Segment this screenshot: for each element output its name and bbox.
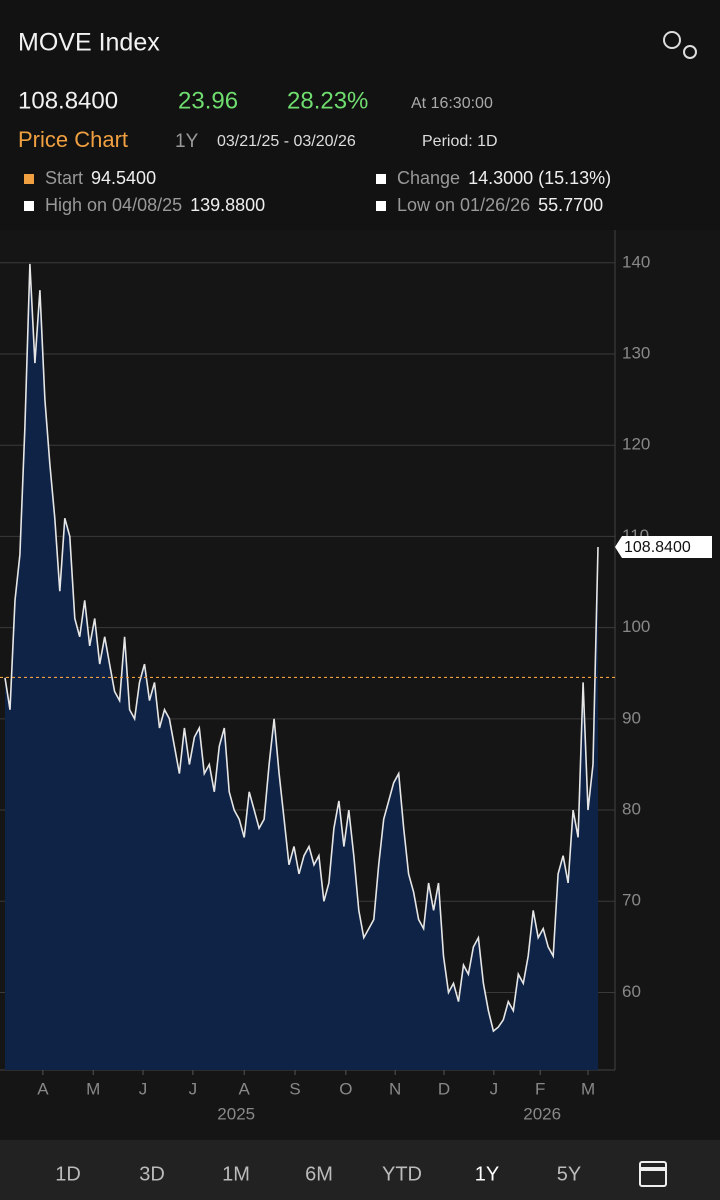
x-tick-label: F bbox=[535, 1079, 545, 1098]
stat-value: 94.5400 bbox=[91, 168, 156, 188]
y-tick-label: 80 bbox=[622, 800, 641, 819]
stat-value: 14.3000 (15.13%) bbox=[468, 168, 611, 188]
stat-label: Start bbox=[45, 168, 83, 188]
stat-marker bbox=[376, 174, 386, 184]
stat-value: 55.7700 bbox=[538, 195, 603, 215]
tab[interactable]: YTD bbox=[382, 1163, 422, 1185]
stat-marker bbox=[24, 201, 34, 211]
change-pct: 28.23% bbox=[287, 87, 368, 114]
y-tick-label: 90 bbox=[622, 708, 641, 727]
x-tick-label: O bbox=[339, 1079, 352, 1098]
x-tick-label: D bbox=[438, 1079, 450, 1098]
tab[interactable]: 1Y bbox=[475, 1163, 499, 1185]
calendar-icon[interactable] bbox=[639, 1161, 667, 1187]
stat-marker bbox=[376, 201, 386, 211]
tab[interactable]: 6M bbox=[305, 1163, 333, 1185]
x-tick-label: N bbox=[389, 1079, 401, 1098]
tab[interactable]: 1D bbox=[55, 1163, 81, 1185]
tab[interactable]: 3D bbox=[139, 1163, 165, 1185]
y-tick-label: 140 bbox=[622, 252, 650, 271]
line bbox=[4, 263, 599, 1033]
x-tick-label: M bbox=[581, 1079, 595, 1098]
y-tick-label: 130 bbox=[622, 343, 650, 362]
price: 108.8400 bbox=[18, 87, 118, 114]
y-tick-label: 120 bbox=[622, 435, 650, 454]
dates: 03/21/25 - 03/20/26 bbox=[217, 133, 356, 150]
change: 23.96 bbox=[178, 87, 238, 114]
x-tick-label: J bbox=[189, 1079, 198, 1098]
stat-value: 139.8800 bbox=[190, 195, 265, 215]
stat-marker bbox=[24, 174, 34, 184]
year-label: 2025 bbox=[217, 1104, 255, 1123]
x-tick-label: A bbox=[37, 1079, 49, 1098]
area bbox=[5, 263, 598, 1070]
y-tick-label: 100 bbox=[622, 617, 650, 636]
settings-icon[interactable] bbox=[663, 31, 697, 59]
period: Period: 1D bbox=[422, 133, 498, 150]
tab[interactable]: 1M bbox=[222, 1163, 250, 1185]
year-label: 2026 bbox=[523, 1104, 561, 1123]
last-price-label: 108.8400 bbox=[624, 539, 691, 556]
x-tick-label: J bbox=[139, 1079, 148, 1098]
time: At 16:30:00 bbox=[411, 95, 493, 112]
stat-label: High on 04/08/25 bbox=[45, 195, 182, 215]
x-tick-label: M bbox=[86, 1079, 100, 1098]
last-price-box bbox=[615, 536, 712, 559]
tab-bar bbox=[0, 1140, 720, 1200]
y-tick-label: 70 bbox=[622, 891, 641, 910]
x-tick-label: J bbox=[490, 1079, 499, 1098]
title: MOVE Index bbox=[18, 29, 160, 57]
x-tick-label: S bbox=[289, 1079, 300, 1098]
chart-label: Price Chart bbox=[18, 127, 128, 152]
y-tick-label: 60 bbox=[622, 982, 641, 1001]
range: 1Y bbox=[175, 131, 199, 152]
tab[interactable]: 5Y bbox=[557, 1163, 581, 1185]
stat-label: Low on 01/26/26 bbox=[397, 195, 530, 215]
x-tick-label: A bbox=[239, 1079, 251, 1098]
stat-label: Change bbox=[397, 168, 460, 188]
